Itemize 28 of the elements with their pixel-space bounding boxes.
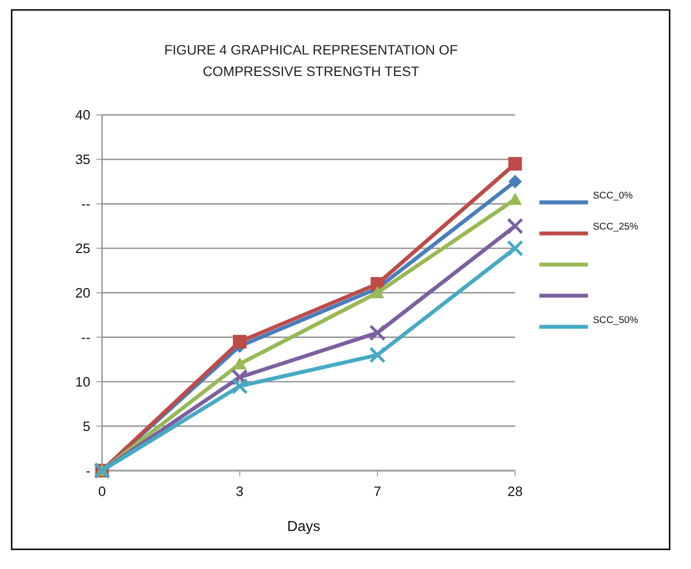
point [231,378,248,394]
x-tick-label: 3 [236,484,244,499]
point [232,334,247,348]
point [369,346,386,364]
legend-label: SCC_25% [592,222,639,233]
legend-label: SCC_50% [592,314,639,326]
legend-label: SCC_0% [592,190,634,202]
x-axis-title: Days [287,518,320,535]
x-tick-label: 0 [98,484,106,499]
y-tick-label: -- [81,330,90,345]
point [508,192,522,205]
point [506,218,524,234]
point [508,157,522,171]
y-tick-label: 40 [75,108,91,123]
y-tick-label: -- [81,196,90,212]
point [369,324,386,342]
y-tick-label: 25 [75,241,90,256]
y-tick-label: 35 [75,152,90,168]
y-tick-label: 5 [82,418,90,434]
y-tick-label: 20 [75,286,91,301]
chart-title: FIGURE 4 GRAPHICAL REPRESENTATION OF COMPRESSIVE STRENGTH TEST [164,42,458,80]
x-tick-label: 28 [508,484,523,499]
y-tick-label: - [86,463,90,478]
point [370,286,384,298]
point [508,174,522,188]
point [506,240,524,257]
y-tick-label: 10 [75,374,91,390]
x-tick-label: 7 [374,484,382,499]
